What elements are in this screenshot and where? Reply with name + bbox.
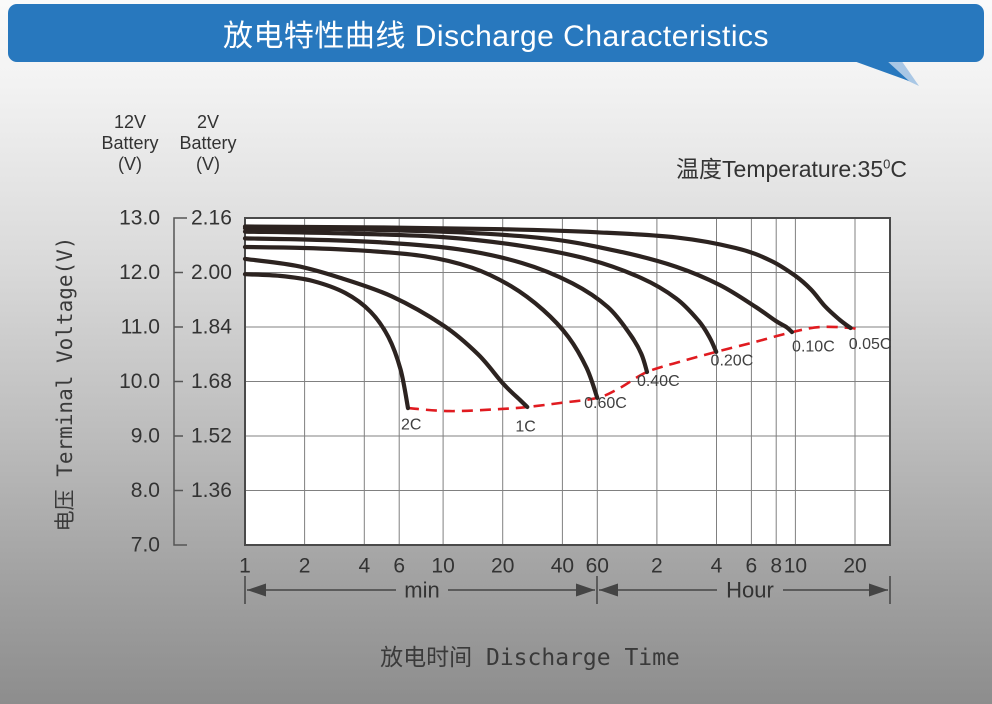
discharge-curve-0.60C: [242, 244, 600, 400]
x-tick-360min: 6: [746, 555, 758, 578]
curve-label-1C: 1C: [515, 419, 535, 436]
x-axis-title: 放电时间 Discharge Time: [380, 645, 680, 671]
y-tick-12v-8.0: 8.0: [131, 479, 160, 502]
curve-labels-layer: 2C 1C 0.60C 0.40C 0.20C 0.10C 0.05C: [401, 336, 891, 435]
y-tick-12v-12.0: 12.0: [119, 261, 160, 284]
x-tick-60min: 60: [586, 555, 609, 578]
curve-label-0.40C: 0.40C: [637, 373, 680, 390]
y-tick-2v-1.52: 1.52: [191, 425, 232, 448]
y-axis-unit-2v-line2: Battery: [179, 133, 237, 153]
y-axis-unit-12v: 12V Battery (V): [88, 112, 172, 175]
y-ticks-2v: 2.16 2.00 1.84 1.68 1.52 1.36: [191, 207, 232, 503]
y-axis-unit-12v-line2: Battery: [101, 133, 159, 153]
y-tick-12v-10.0: 10.0: [119, 370, 160, 393]
y-tick-2v-1.68: 1.68: [191, 370, 232, 393]
temperature-unit: C: [890, 156, 907, 182]
y-axis-unit-12v-line3: (V): [118, 154, 142, 174]
cutoff-voltage-line: [407, 325, 863, 413]
hour-arrowhead-right-icon: [869, 583, 888, 597]
min-arrowhead-left-icon: [247, 583, 266, 597]
y-axis-unit-2v-line3: (V): [196, 154, 220, 174]
title-banner: 放电特性曲线 Discharge Characteristics: [8, 4, 984, 62]
discharge-curve-2C: [242, 272, 411, 411]
grid-layer: [244, 217, 891, 546]
cutoff-line-layer: [407, 325, 863, 413]
y-axis-unit-12v-line1: 12V: [113, 112, 147, 132]
discharge-curve-0.20C: [242, 229, 719, 354]
y-tick-2v-1.84: 1.84: [191, 316, 232, 339]
x-tick-2min: 2: [299, 555, 311, 578]
discharge-curve-0.10C: [242, 226, 795, 335]
banner-tail-icon: [851, 60, 909, 81]
x-tick-1200min: 20: [843, 555, 866, 578]
y-axis-unit-2v-line1: 2V: [196, 112, 220, 132]
min-arrowhead-right-icon: [576, 583, 595, 597]
discharge-curve-0.05C: [242, 224, 853, 331]
temperature-text: 温度Temperature:35: [676, 156, 884, 182]
arrowheads: [247, 583, 888, 597]
y-tick-12v-13.0: 13.0: [119, 207, 160, 230]
curve-label-0.10C: 0.10C: [792, 338, 835, 355]
y-tick-12v-11.0: 11.0: [121, 316, 160, 339]
plot-border: [244, 217, 891, 546]
x-tick-6min: 6: [393, 555, 405, 578]
x-tick-10min: 10: [431, 555, 454, 578]
x-tick-1min: 1: [239, 555, 251, 578]
x-tick-40min: 40: [551, 555, 574, 578]
min-section-label: min: [404, 578, 439, 603]
y-axis-unit-2v: 2V Battery (V): [166, 112, 250, 175]
x-tick-240min: 4: [711, 555, 723, 578]
y-axis-bracket-ticks: [174, 271, 183, 492]
y-tick-2v-2.16: 2.16: [191, 207, 232, 230]
curve-label-0.20C: 0.20C: [711, 353, 754, 370]
discharge-curve-0.40C: [242, 236, 650, 375]
x-tick-120min: 2: [651, 555, 663, 578]
x-tick-600min: 10: [784, 555, 807, 578]
hour-arrowhead-left-icon: [599, 583, 618, 597]
y-tick-2v-1.36: 1.36: [191, 479, 232, 502]
x-tick-480min: 8: [770, 555, 782, 578]
x-tick-4min: 4: [358, 555, 370, 578]
curve-label-2C: 2C: [401, 417, 421, 434]
y-tick-2v-2.00: 2.00: [191, 261, 232, 284]
curve-label-0.60C: 0.60C: [584, 395, 627, 412]
x-ticks: 1 2 4 6 10 20 40 60 2 4 6 8 10 20: [239, 555, 867, 578]
y-tick-12v-9.0: 9.0: [131, 425, 160, 448]
discharge-curve-1C: [242, 256, 530, 410]
x-range-arrows: [244, 576, 891, 604]
hour-section-label: Hour: [726, 578, 774, 603]
page-title: 放电特性曲线 Discharge Characteristics: [222, 20, 770, 53]
discharge-curves-layer: [242, 224, 853, 411]
temperature-annotation: 温度Temperature:350C: [605, 150, 907, 184]
temperature-superscript: 0: [883, 156, 891, 172]
y-tick-12v-7.0: 7.0: [131, 534, 160, 557]
curve-label-0.05C: 0.05C: [849, 336, 892, 353]
x-tick-20min: 20: [491, 555, 514, 578]
y-ticks-12v: 13.0 12.0 11.0 10.0 9.0 8.0 7.0: [119, 207, 160, 557]
